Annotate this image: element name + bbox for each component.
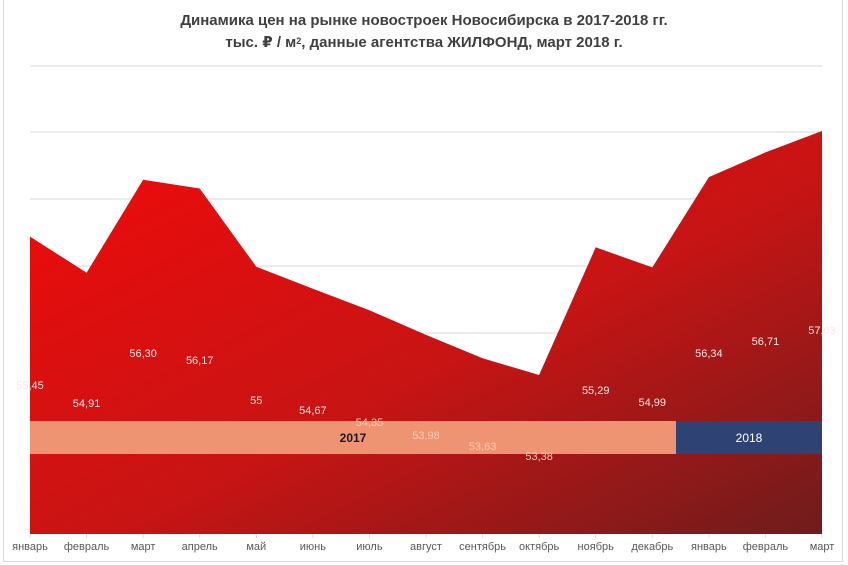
- x-axis-label: февраль: [63, 541, 110, 553]
- data-label: 55,45: [16, 380, 44, 392]
- data-label: 55,29: [581, 385, 610, 397]
- band-2018: [676, 421, 822, 454]
- data-label: 53,63: [468, 441, 497, 453]
- subtitle-units: тыс. ₽ / м: [225, 34, 297, 51]
- x-axis-label: март: [130, 541, 156, 553]
- chart-title-line1: Динамика цен на рынке новостроек Новосиб…: [180, 12, 668, 29]
- x-axis-label: август: [410, 541, 442, 553]
- data-label: 53,38: [525, 451, 553, 463]
- data-label: 53,98: [412, 430, 440, 442]
- x-axis-label: март: [809, 541, 835, 553]
- year-band: [30, 421, 822, 454]
- data-label: 55: [250, 395, 263, 407]
- x-axis-label: февраль: [742, 541, 789, 553]
- band-label-2017: 2017: [339, 430, 367, 445]
- chart-title: Динамика цен на рынке новостроек Новосиб…: [0, 10, 848, 54]
- x-axis-label: июль: [356, 541, 383, 553]
- x-axis-label: апрель: [181, 541, 218, 553]
- data-label: 56,30: [129, 348, 157, 360]
- data-label: 56,71: [751, 336, 780, 348]
- x-axis-label: январь: [690, 541, 727, 553]
- data-label: 57,03: [808, 325, 836, 337]
- x-axis-label: сентябрь: [459, 541, 506, 553]
- band-label-2018: 2018: [735, 430, 763, 445]
- chart-title-line2: тыс. ₽ / м2, данные агентства ЖИЛФОНД, м…: [0, 32, 848, 54]
- data-label: 54,91: [72, 398, 101, 410]
- x-axis-label: октябрь: [519, 541, 560, 553]
- data-label: 56,34: [695, 348, 723, 360]
- data-label: 54,67: [299, 405, 327, 417]
- chart-frame: [3, 0, 843, 562]
- x-axis-label: декабрь: [631, 541, 674, 553]
- data-label: 56,17: [185, 355, 214, 367]
- x-axis-label: июнь: [299, 541, 326, 553]
- x-axis-ticks: [29, 534, 823, 538]
- x-axis-label: май: [246, 541, 267, 553]
- data-label: 54,35: [355, 417, 384, 429]
- data-label: 54,99: [638, 397, 667, 409]
- band-2017: [30, 421, 676, 454]
- subtitle-sup: 2: [296, 36, 302, 46]
- x-axis-label: январь: [12, 541, 48, 553]
- x-axis-label: ноябрь: [577, 541, 614, 553]
- subtitle-source: , данные агентства ЖИЛФОНД, март 2018 г.: [301, 34, 623, 51]
